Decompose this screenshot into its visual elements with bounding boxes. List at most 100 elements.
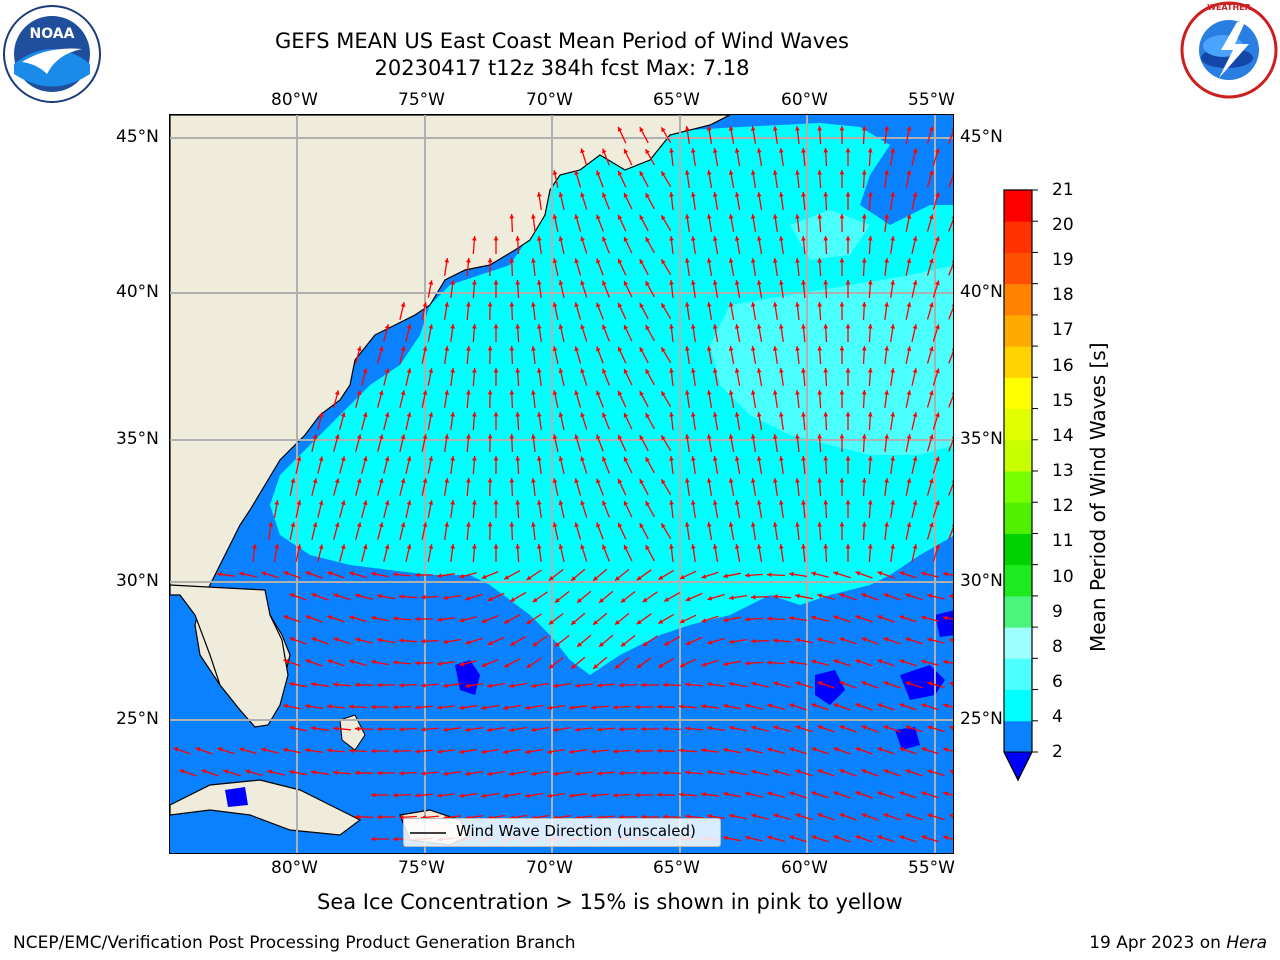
wave-direction-arrowhead [459,573,465,579]
wave-direction-arrowhead [421,638,426,644]
wave-direction-arrowhead [268,522,274,527]
wave-direction-arrowhead [371,571,376,577]
wave-direction-arrowhead [690,544,696,549]
wave-direction-arrowhead [890,236,895,241]
wave-direction-arrowhead [487,640,493,646]
wave-direction-arrowhead [661,259,666,265]
wave-direction-arrowhead [334,434,340,440]
wave-direction-arrowhead [756,280,762,285]
wave-direction-arrowhead [574,258,579,264]
wave-direction-arrowhead [642,641,648,647]
wave-direction-arrowhead [861,522,867,527]
wave-direction-arrowhead [943,703,949,709]
wave-direction-arrowhead [811,791,817,796]
wave-direction-arrowhead [574,346,579,352]
wave-direction-arrowhead [823,148,829,153]
lat-label-right: 25°N [960,709,1003,729]
wave-direction-arrowhead [906,302,912,307]
wave-direction-arrowhead [591,749,596,754]
colorbar-tick: 18 [1052,285,1074,305]
wave-direction-arrowhead [921,659,927,665]
wave-direction-arrowhead [884,522,889,527]
wave-direction-arrowhead [602,236,607,242]
wave-direction-arrowhead [274,500,280,505]
wave-direction-arrowhead [929,214,934,220]
wave-direction-arrowhead [861,725,867,730]
wave-direction-arrowhead [723,791,728,797]
wave-direction-arrowhead [867,500,873,505]
wave-direction-arrowhead [593,664,598,669]
wave-direction-arrowhead [728,346,734,351]
wave-direction-arrowhead [679,574,685,580]
wave-direction-arrowhead [867,368,873,373]
wave-direction-arrowhead [669,148,674,153]
wave-direction-arrowhead [899,747,905,752]
wave-direction-arrowhead [349,748,354,754]
wave-direction-arrowhead [723,703,728,709]
wave-direction-arrowhead [558,280,564,286]
wave-direction-arrowhead [450,324,455,329]
wave-direction-arrowhead [906,434,912,439]
colorbar-segment [1004,502,1032,534]
wave-direction-arrowhead [509,214,515,219]
wave-direction-arrowhead [951,392,953,395]
wave-direction-arrowhead [855,835,861,840]
wave-direction-arrowhead [921,835,927,840]
wave-direction-arrowhead [428,280,434,285]
wave-direction-arrowhead [399,814,404,820]
lat-label-right: 30°N [960,571,1003,591]
wave-direction-arrowhead [723,573,728,579]
wave-direction-arrowhead [437,661,442,666]
wave-direction-arrowhead [575,771,580,776]
wave-direction-arrowhead [795,478,800,483]
wave-direction-arrowhead [756,236,762,241]
wave-direction-arrowhead [861,478,867,483]
wave-direction-arrowhead [833,571,839,576]
wave-direction-arrowhead [599,642,604,647]
wave-direction-arrowhead [929,126,934,132]
wave-direction-arrowhead [503,793,508,799]
wave-direction-arrowhead [899,615,905,620]
wave-direction-arrowhead [669,280,674,285]
wave-direction-arrowhead [371,748,376,754]
wave-direction-arrowhead [745,703,751,709]
wave-direction-arrowhead [481,793,486,799]
wave-direction-arrowhead [795,637,800,643]
wave-direction-arrowhead [712,192,718,197]
wave-direction-arrowhead [867,236,873,241]
wave-direction-arrowhead [884,258,889,263]
wave-direction-arrowhead [465,596,471,601]
wave-direction-arrowhead [833,835,839,840]
wave-direction-arrowhead [767,572,772,578]
colorbar-tick: 10 [1052,567,1074,587]
wave-direction-arrowhead [728,214,734,219]
wave-direction-arrowhead [509,727,514,733]
wave-direction-arrowhead [459,749,464,755]
wave-direction-arrowhead [772,170,778,175]
wave-direction-arrowhead [867,456,873,461]
wave-direction-arrowhead [558,236,564,242]
wave-direction-arrowhead [929,302,934,308]
wave-direction-arrowhead [935,500,940,506]
wave-direction-arrowhead [861,434,867,439]
wave-direction-arrowhead [712,148,718,153]
wave-direction-arrow [948,526,953,540]
wave-direction-arrowhead [867,544,873,549]
wave-direction-arrowhead [509,522,515,527]
wave-direction-arrowhead [371,615,376,621]
wave-direction-arrowhead [362,500,368,506]
wave-direction-arrowhead [602,456,607,462]
wave-direction-arrowhead [912,368,918,373]
wave-direction-arrowhead [756,324,762,329]
wave-direction-arrowhead [734,500,740,505]
wave-direction-arrowhead [751,594,756,600]
wave-direction-arrowhead [623,148,629,154]
wave-direction-arrowhead [685,214,690,219]
wave-direction-arrowhead [839,170,845,175]
wave-direction-arrowhead [839,681,845,686]
wave-direction-arrowhead [706,214,712,219]
wave-direction-arrowhead [877,659,883,664]
wave-direction-arrowhead [861,390,867,395]
wave-direction-arrowhead [642,597,648,603]
wave-direction-arrowhead [912,236,918,241]
